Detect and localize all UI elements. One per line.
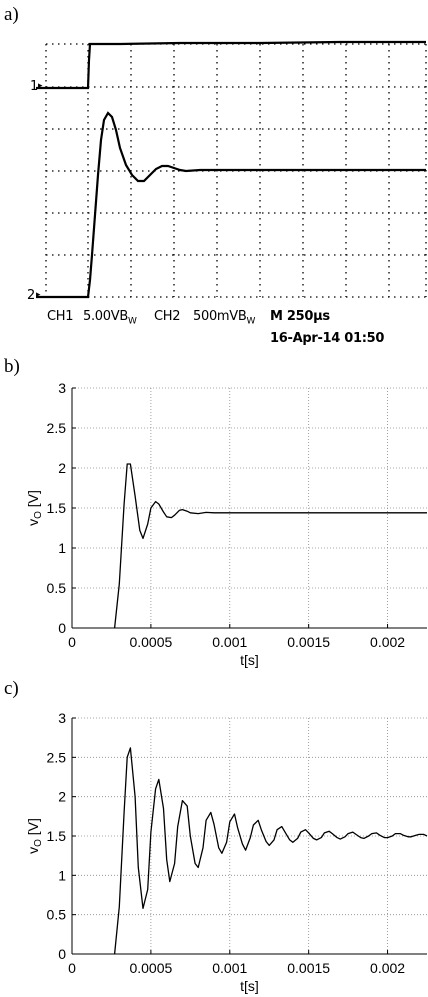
scope-trace-ch2 bbox=[36, 111, 426, 299]
chart-c-ytick-label-3: 1.5 bbox=[47, 828, 67, 844]
chart-c-xlabel: t[s] bbox=[240, 978, 259, 994]
chart-b-xtick-label-4: 0.002 bbox=[370, 634, 405, 650]
chart-c-xtick-label-0: 0 bbox=[68, 960, 76, 976]
ch1-marker-arrow: ▸ bbox=[38, 81, 43, 91]
timestamp: 16-Apr-14 01:50 bbox=[270, 331, 385, 346]
chart-b-series-line-0 bbox=[113, 463, 427, 629]
ch2-scale-value: 500mVB bbox=[193, 309, 247, 324]
chart-b-xtick-label-1: 0.0005 bbox=[129, 634, 172, 650]
chart-b-ytick-label-0: 0 bbox=[58, 620, 66, 636]
chart-c-xtick-label-4: 0.002 bbox=[370, 960, 405, 976]
chart-c-xtick-label-2: 0.001 bbox=[212, 960, 247, 976]
chart-b-ytick-label-3: 1.5 bbox=[47, 500, 67, 516]
scope-trace-ch1 bbox=[36, 40, 426, 90]
chart-c: 0 0.5 1 1.5 2 2.5 3 0 0.0005 0.001 0.0015 0.002 t[s]… bbox=[25, 710, 428, 994]
chart-c-ytick-label-5: 2.5 bbox=[47, 749, 67, 765]
chart-b-xlabel: t[s] bbox=[240, 652, 259, 668]
ch1-scale-value: 5.00VB bbox=[83, 309, 128, 324]
ch2-scale-sub: W bbox=[246, 316, 256, 327]
chart-c-xtick-label-1: 0.0005 bbox=[129, 960, 172, 976]
panel-label-b: b) bbox=[4, 356, 20, 377]
chart-b-xtick-label-3: 0.0015 bbox=[287, 634, 330, 650]
chart-c-ytick-label-4: 2 bbox=[58, 789, 66, 805]
panel-label-c: c) bbox=[4, 678, 19, 699]
chart-c-ytick-label-1: 0.5 bbox=[47, 907, 67, 923]
chart-c-series-line-0 bbox=[113, 747, 428, 955]
ch1-label: CH1 bbox=[47, 309, 74, 324]
ch1-scale-sub: W bbox=[127, 316, 137, 327]
chart-b-ytick-label-1: 0.5 bbox=[47, 580, 67, 596]
chart-c-ytick-label-0: 0 bbox=[58, 946, 66, 962]
chart-b-ytick-label-2: 1 bbox=[58, 540, 66, 556]
chart-c-xtick-label-3: 0.0015 bbox=[287, 960, 330, 976]
chart-b-xtick-label-0: 0 bbox=[68, 634, 76, 650]
chart-b-ytick-label-5: 2.5 bbox=[47, 420, 67, 436]
ch1-scale: 5.00VBW bbox=[83, 309, 137, 327]
panel-label-a: a) bbox=[4, 4, 19, 25]
oscilloscope-capture bbox=[36, 40, 427, 299]
ch2-scale: 500mVBW bbox=[193, 309, 255, 327]
chart-c-ytick-label-2: 1 bbox=[58, 867, 66, 883]
chart-b-xtick-label-2: 0.001 bbox=[212, 634, 247, 650]
timebase: M 250μs bbox=[270, 309, 330, 324]
chart-b: 0 0.5 1 1.5 2 2.5 3 0 0.0005 0.001 0.0015 0.002 t[s]… bbox=[25, 380, 427, 668]
chart-b-ytick-label-4: 2 bbox=[58, 460, 66, 476]
ch1-marker: 1 bbox=[30, 79, 38, 94]
chart-c-ytick-label-6: 3 bbox=[58, 710, 66, 726]
chart-b-ytick-label-6: 3 bbox=[58, 380, 66, 396]
chart-c-ylabel: vO [V] bbox=[25, 818, 44, 854]
ch2-label: CH2 bbox=[154, 309, 181, 324]
ch2-marker: 2 bbox=[27, 288, 35, 303]
ch2-marker-arrow: ▸ bbox=[36, 290, 41, 300]
chart-b-ylabel: vO [V] bbox=[25, 490, 44, 526]
